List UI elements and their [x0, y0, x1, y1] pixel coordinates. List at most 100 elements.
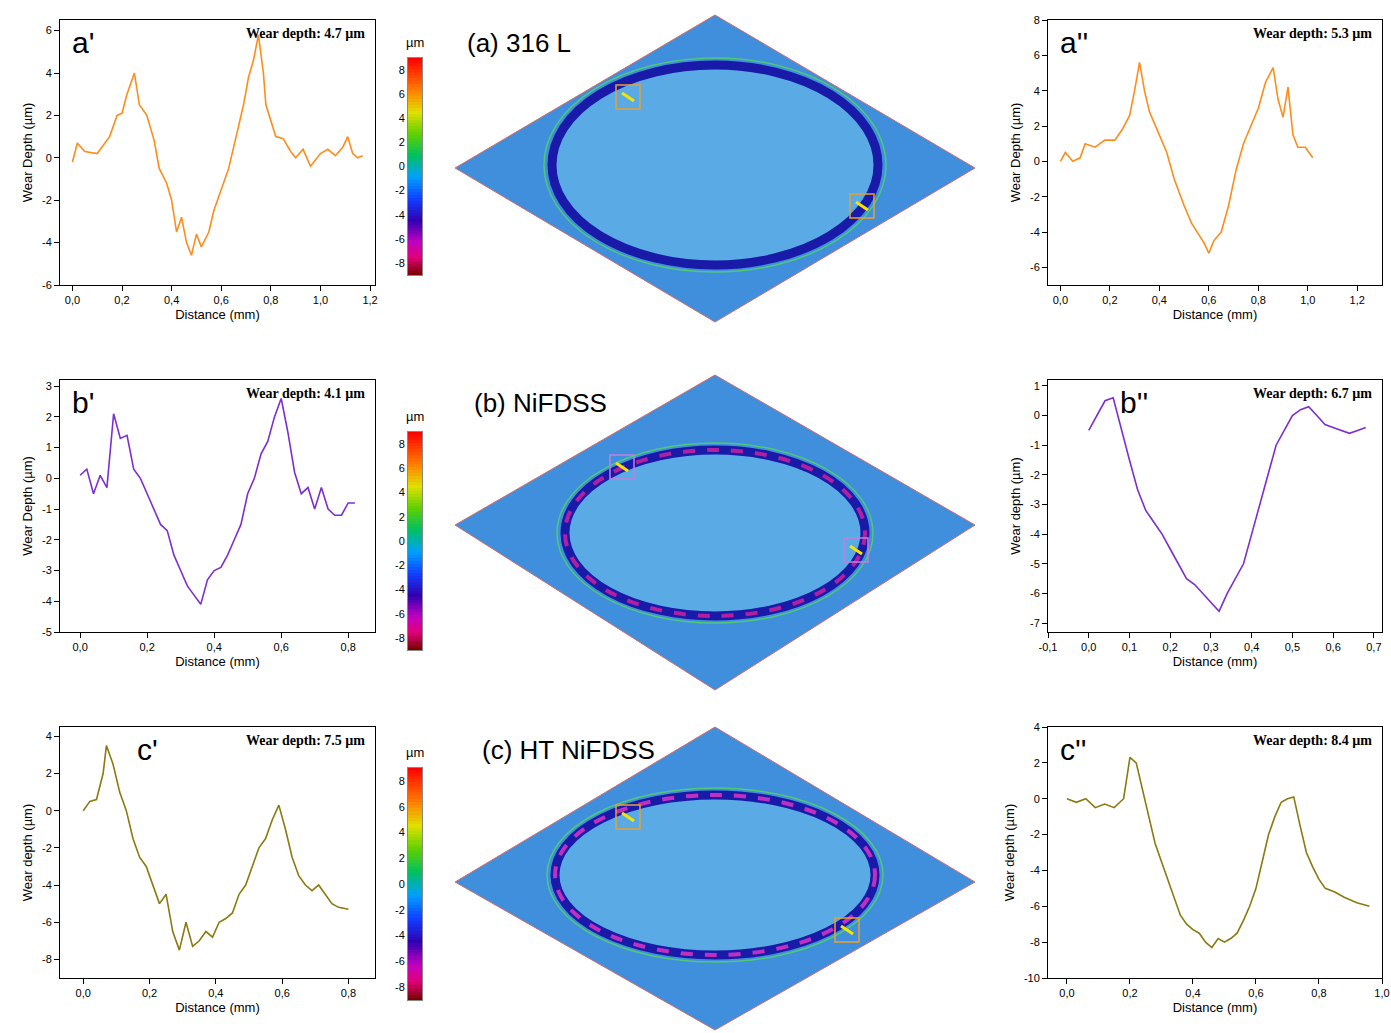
svg-text:(a) 316 L: (a) 316 L [467, 28, 571, 58]
svg-text:6: 6 [46, 24, 52, 36]
svg-text:-4: -4 [42, 595, 52, 607]
svg-text:1,2: 1,2 [1350, 294, 1365, 306]
svg-text:-2: -2 [395, 184, 405, 196]
svg-text:4: 4 [399, 826, 405, 838]
svg-text:2: 2 [1034, 120, 1040, 132]
svg-text:0,8: 0,8 [1311, 987, 1326, 999]
svg-text:-4: -4 [1030, 226, 1040, 238]
svg-text:-2: -2 [1030, 191, 1040, 203]
svg-text:µm: µm [406, 745, 424, 760]
svg-text:1,2: 1,2 [362, 294, 377, 306]
svg-text:(b) NiFDSS: (b) NiFDSS [474, 388, 607, 418]
svg-text:6: 6 [399, 88, 405, 100]
svg-text:0: 0 [399, 160, 405, 172]
svg-text:1,0: 1,0 [313, 294, 328, 306]
svg-text:-2: -2 [1030, 469, 1040, 481]
svg-text:Wear depth (µm): Wear depth (µm) [20, 804, 35, 902]
svg-text:2: 2 [46, 109, 52, 121]
svg-text:2: 2 [46, 767, 52, 779]
svg-text:Distance (mm): Distance (mm) [1173, 307, 1258, 322]
svg-text:Wear depth (µm): Wear depth (µm) [1008, 457, 1023, 555]
svg-text:8: 8 [399, 775, 405, 787]
svg-text:-4: -4 [1030, 864, 1040, 876]
svg-text:-6: -6 [1030, 587, 1040, 599]
svg-text:0,8: 0,8 [1251, 294, 1266, 306]
svg-text:a': a' [72, 26, 94, 59]
svg-text:0,6: 0,6 [1248, 987, 1263, 999]
svg-text:Wear depth: 7.5 µm: Wear depth: 7.5 µm [246, 733, 365, 748]
svg-text:Wear depth: 4.7 µm: Wear depth: 4.7 µm [246, 26, 365, 41]
svg-text:1: 1 [1034, 380, 1040, 392]
svg-text:4: 4 [46, 67, 52, 79]
svg-text:Distance (mm): Distance (mm) [175, 654, 260, 669]
svg-text:-0,1: -0,1 [1039, 641, 1058, 653]
svg-text:Distance (mm): Distance (mm) [1173, 1000, 1258, 1015]
svg-text:µm: µm [406, 35, 424, 50]
svg-text:0: 0 [1034, 155, 1040, 167]
svg-text:0,8: 0,8 [341, 641, 356, 653]
svg-text:-4: -4 [395, 929, 405, 941]
svg-text:-1: -1 [42, 503, 52, 515]
svg-text:0: 0 [46, 152, 52, 164]
svg-text:-6: -6 [1030, 900, 1040, 912]
svg-text:-2: -2 [395, 559, 405, 571]
svg-text:-6: -6 [1030, 261, 1040, 273]
svg-text:0,4: 0,4 [1244, 641, 1259, 653]
svg-text:0,0: 0,0 [65, 294, 80, 306]
svg-text:2: 2 [399, 136, 405, 148]
svg-text:4: 4 [399, 486, 405, 498]
svg-text:Wear depth: 8.4 µm: Wear depth: 8.4 µm [1253, 733, 1372, 748]
svg-text:6: 6 [399, 801, 405, 813]
svg-text:0,6: 0,6 [274, 641, 289, 653]
svg-text:Wear depth: 5.3 µm: Wear depth: 5.3 µm [1253, 26, 1372, 41]
svg-text:a'': a'' [1060, 26, 1088, 59]
svg-text:0,0: 0,0 [1059, 987, 1074, 999]
svg-text:Wear depth: 6.7 µm: Wear depth: 6.7 µm [1253, 386, 1372, 401]
svg-text:Distance (mm): Distance (mm) [175, 307, 260, 322]
svg-text:0,4: 0,4 [164, 294, 179, 306]
svg-text:-4: -4 [42, 236, 52, 248]
svg-text:-4: -4 [42, 879, 52, 891]
svg-text:-4: -4 [395, 209, 405, 221]
svg-text:-3: -3 [1030, 498, 1040, 510]
svg-text:-8: -8 [42, 953, 52, 965]
svg-text:0,7: 0,7 [1366, 641, 1381, 653]
svg-text:0: 0 [46, 805, 52, 817]
svg-text:0,2: 0,2 [114, 294, 129, 306]
svg-text:8: 8 [399, 64, 405, 76]
svg-text:0,0: 0,0 [76, 987, 91, 999]
svg-text:-5: -5 [42, 626, 52, 638]
svg-text:-2: -2 [395, 904, 405, 916]
svg-text:0,8: 0,8 [263, 294, 278, 306]
svg-text:b'': b'' [1120, 386, 1148, 419]
svg-text:-8: -8 [395, 632, 405, 644]
svg-text:Wear depth: 4.1 µm: Wear depth: 4.1 µm [246, 386, 365, 401]
svg-text:0: 0 [1034, 793, 1040, 805]
svg-text:-4: -4 [1030, 528, 1040, 540]
svg-text:0,2: 0,2 [142, 987, 157, 999]
svg-text:Distance (mm): Distance (mm) [1173, 654, 1258, 669]
svg-text:-8: -8 [1030, 936, 1040, 948]
svg-text:Wear Depth (µm): Wear Depth (µm) [20, 103, 35, 203]
svg-text:2: 2 [46, 411, 52, 423]
svg-text:b': b' [72, 386, 94, 419]
svg-text:8: 8 [399, 438, 405, 450]
svg-text:0,4: 0,4 [207, 641, 222, 653]
svg-text:0,5: 0,5 [1285, 641, 1300, 653]
svg-text:4: 4 [46, 730, 52, 742]
svg-text:-8: -8 [395, 257, 405, 269]
svg-text:6: 6 [1034, 49, 1040, 61]
svg-text:0,6: 0,6 [275, 987, 290, 999]
svg-text:0,1: 0,1 [1122, 641, 1137, 653]
svg-text:Wear Depth (µm): Wear Depth (µm) [20, 456, 35, 556]
svg-text:8: 8 [1034, 14, 1040, 26]
svg-text:0,6: 0,6 [214, 294, 229, 306]
svg-text:0,0: 0,0 [72, 641, 87, 653]
svg-text:-6: -6 [395, 233, 405, 245]
svg-text:-4: -4 [395, 583, 405, 595]
svg-text:-2: -2 [1030, 828, 1040, 840]
svg-text:µm: µm [406, 409, 424, 424]
svg-text:Distance (mm): Distance (mm) [175, 1000, 260, 1015]
svg-text:0,3: 0,3 [1203, 641, 1218, 653]
svg-text:0,8: 0,8 [341, 987, 356, 999]
